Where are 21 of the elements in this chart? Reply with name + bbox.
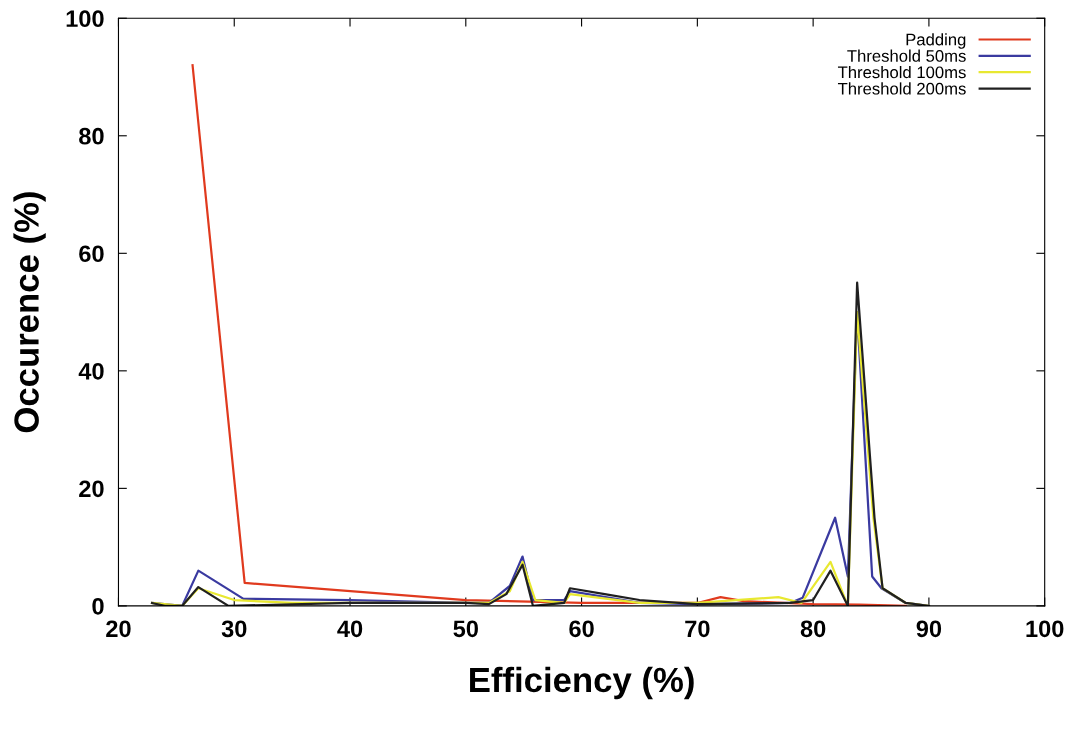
x-tick-label: 100 bbox=[1026, 620, 1064, 638]
x-tick-label: 30 bbox=[221, 620, 247, 638]
legend-label: Threshold 100ms bbox=[837, 65, 966, 79]
y-axis-title: Occurence (%) bbox=[13, 192, 46, 433]
y-tick-label: 60 bbox=[79, 245, 104, 263]
x-tick-label: 20 bbox=[106, 620, 131, 638]
legend-label: Padding bbox=[906, 33, 966, 49]
x-tick-label: 70 bbox=[685, 620, 710, 638]
y-tick-label: 80 bbox=[79, 127, 104, 145]
x-tick-label: 40 bbox=[337, 620, 363, 638]
y-tick-label: 0 bbox=[92, 597, 104, 615]
y-tick-label: 100 bbox=[66, 10, 104, 28]
legend-label: Threshold 50ms bbox=[847, 49, 966, 62]
y-tick-label: 20 bbox=[79, 480, 104, 498]
legend-label: Threshold 200ms bbox=[837, 82, 966, 95]
x-tick-label: 90 bbox=[916, 620, 942, 638]
x-axis-title: Efficiency (%) bbox=[470, 666, 694, 700]
y-tick-label: 40 bbox=[78, 362, 104, 380]
x-tick-label: 80 bbox=[800, 620, 826, 638]
x-tick-label: 50 bbox=[453, 620, 478, 638]
x-tick-label: 60 bbox=[569, 620, 594, 638]
